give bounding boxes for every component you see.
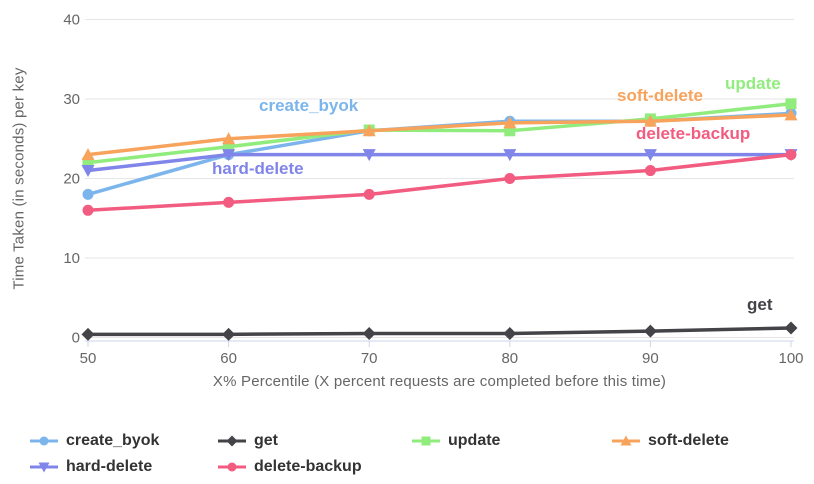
series-line [87,102,792,165]
x-axis-title: X% Percentile (X percent requests are co… [212,373,667,390]
series-marker-square [223,141,235,153]
legend-item-get[interactable]: get [218,431,278,451]
y-tick-label: 0 [72,330,80,347]
series-label-soft-delete: soft-delete [617,86,703,105]
y-tick-label: 10 [63,250,80,267]
legend-label: delete-backup [254,458,362,475]
legend-label: hard-delete [66,458,153,475]
legend-item-hard-delete[interactable]: hard-delete [30,457,152,477]
series-marker-square [785,98,797,110]
series-marker-square [82,157,94,169]
series-marker-triangle [362,124,376,137]
legend-marker-circle-icon [218,462,246,472]
legend-item-soft-delete[interactable]: soft-delete [612,431,729,451]
series-marker-circle [227,462,237,472]
series-delete-backup [82,149,797,216]
legend-label: update [448,432,501,449]
series-label-get: get [747,295,773,314]
series-marker-circle [644,165,656,177]
series-marker-triangle-down [503,149,517,162]
series-marker-triangle-down [643,149,657,162]
series-line [87,113,792,157]
series-line [87,152,792,213]
series-marker-triangle [503,116,517,129]
series-label-delete-backup: delete-backup [636,124,751,143]
y-tick-label: 30 [63,91,80,108]
series-marker-square [421,436,431,446]
x-tick-label: 60 [220,350,237,367]
series-marker-diamond [503,327,517,341]
series-marker-diamond [222,327,236,341]
series-marker-triangle-down [222,149,236,162]
series-marker-diamond [362,327,376,341]
legend-label: soft-delete [648,432,729,449]
legend-marker-circle-icon [30,436,58,446]
series-marker-triangle [643,114,657,127]
series-marker-diamond [81,327,95,341]
series-marker-triangle-down [362,149,376,162]
legend-marker-diamond-icon [218,435,246,447]
series-marker-triangle [222,132,236,145]
legend-marker-square-icon [412,436,440,446]
series-line [88,326,792,337]
series-marker-circle [223,196,235,208]
series-marker-triangle-down [81,165,95,178]
legend-item-create-byok[interactable]: create_byok [30,431,159,451]
series-line [87,152,791,173]
series-marker-circle [82,188,94,200]
legend-label: create_byok [66,432,160,449]
x-tick-label: 80 [501,350,518,367]
x-tick-label: 50 [80,350,97,367]
series-label-hard-delete: hard-delete [212,159,304,178]
series-marker-triangle [784,108,798,121]
series-marker-triangle [81,148,95,161]
series-label-update: update [725,74,781,93]
series-soft-delete [81,108,798,161]
series-marker-circle [82,204,94,216]
legend-marker-triangle-icon [612,435,640,446]
series-marker-triangle-down [38,462,50,473]
legend-label: get [254,432,278,449]
legend-item-update[interactable]: update [412,431,500,451]
series-marker-triangle [620,435,632,446]
series-marker-diamond [643,324,657,338]
series-marker-circle [363,188,375,200]
series-get [81,321,798,341]
series-marker-square [504,125,516,137]
legend-item-delete-backup[interactable]: delete-backup [218,457,362,477]
y-axis-title: Time Taken (in seconds) per key [10,67,28,290]
series-marker-circle [39,436,49,446]
series-hard-delete [81,149,798,178]
legend-marker-triangle-down-icon [30,462,58,473]
y-tick-label: 40 [63,12,80,29]
series-marker-diamond [226,435,238,447]
x-tick-label: 90 [642,350,659,367]
series-marker-diamond [784,321,798,335]
series-marker-circle [785,149,797,161]
x-tick-label: 70 [361,350,378,367]
y-tick-label: 20 [63,171,80,188]
series-marker-circle [504,173,516,184]
series-label-create-byok: create_byok [259,96,359,115]
x-tick-label: 100 [778,350,803,367]
